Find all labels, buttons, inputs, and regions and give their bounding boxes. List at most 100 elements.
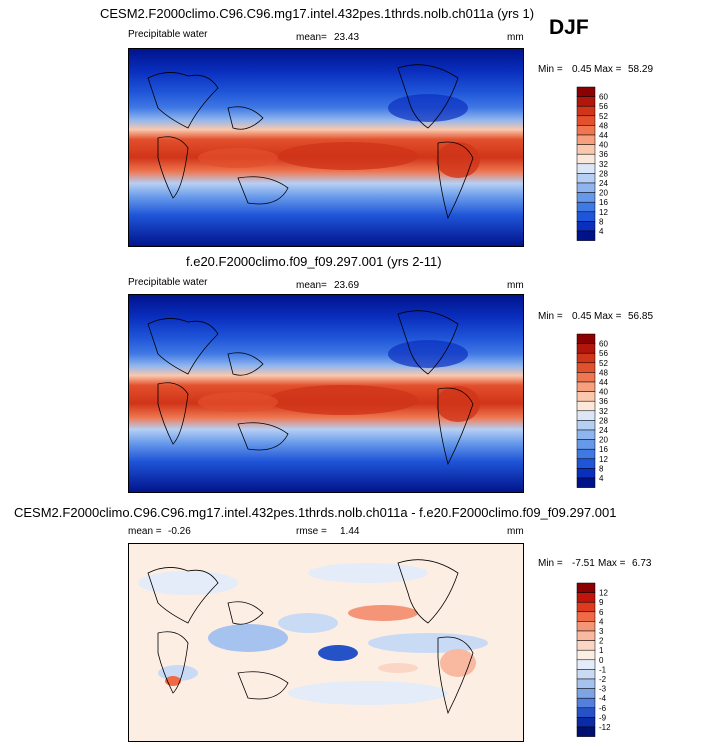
panel1-warm-pool [278, 142, 418, 170]
colorbar-tick-label: 60 [599, 340, 608, 349]
colorbar-box [576, 352, 596, 364]
panel3-map [128, 543, 524, 742]
colorbar-tick-label: -4 [599, 694, 607, 703]
colorbar-box [576, 669, 596, 680]
colorbar-tick-label: 12 [599, 589, 608, 598]
colorbar-tick-label: 52 [599, 359, 608, 368]
colorbar-box [576, 458, 596, 469]
colorbar-box [576, 96, 596, 107]
colorbar-tick-label: 20 [599, 189, 608, 198]
colorbar-box [576, 372, 596, 383]
colorbar-tick-label: 40 [599, 141, 608, 150]
colorbar-tick-label: 4 [599, 617, 604, 626]
colorbar-tick-label: 3 [599, 627, 604, 636]
colorbar-box [576, 611, 596, 622]
colorbar-tick-label: 0 [599, 656, 604, 665]
panel1-title: CESM2.F2000climo.C96.C96.mg17.intel.432p… [100, 6, 535, 21]
colorbar-box [576, 717, 596, 728]
colorbar-tick-label: -6 [599, 704, 607, 713]
colorbar-box [576, 144, 596, 155]
panel2-coastlines [147, 310, 474, 466]
colorbar-tick-label: 48 [599, 368, 608, 377]
colorbar-box [576, 134, 596, 145]
colorbar-tick-label: 12 [599, 208, 608, 217]
colorbar-tick-label: 16 [599, 198, 608, 207]
colorbar-tick-label: 1 [599, 646, 604, 655]
panel3-frame [128, 543, 524, 742]
colorbar-box [576, 678, 596, 689]
panel2-frame [128, 294, 524, 493]
panel2-title: f.e20.F2000climo.f09_f09.297.001 (yrs 2-… [186, 254, 442, 269]
panel1-mean-label: mean= [296, 32, 327, 43]
colorbar-box [576, 688, 596, 699]
panel3-rmse-value: 1.44 [340, 526, 360, 537]
colorbar-box [576, 400, 596, 412]
colorbar-box [576, 468, 596, 479]
panel1-map [128, 48, 524, 247]
colorbar-tick-label: 12 [599, 455, 608, 464]
panel3-min-value: -7.51 [572, 558, 595, 569]
colorbar-tick-label: 20 [599, 436, 608, 445]
colorbar-tick-label: 36 [599, 397, 608, 406]
colorbar-tick-label: 36 [599, 150, 608, 159]
panel3-coastlines [147, 559, 474, 715]
colorbar-tick-label: 8 [599, 464, 604, 473]
colorbar-tick-label: -1 [599, 665, 607, 674]
colorbar-tick-label: 24 [599, 426, 608, 435]
colorbar-box [576, 125, 596, 136]
colorbar-box [576, 726, 596, 737]
colorbar-box [576, 173, 596, 184]
colorbar-box [576, 362, 596, 373]
panel3-title: CESM2.F2000climo.C96.C96.mg17.intel.432p… [14, 505, 617, 520]
colorbar-box [576, 649, 596, 661]
panel3-units: mm [507, 526, 524, 537]
colorbar-box [576, 448, 596, 460]
colorbar-tick-label: 16 [599, 445, 608, 454]
colorbar-box [576, 192, 596, 203]
colorbar-box [576, 429, 596, 440]
panel2-amazon-band [436, 386, 480, 422]
panel1-units: mm [507, 32, 524, 43]
colorbar-tick-label: 56 [599, 102, 608, 111]
colorbar-tick-label: -12 [599, 723, 611, 732]
colorbar-box [576, 221, 596, 232]
colorbar-tick-label: 44 [599, 378, 608, 387]
panel2-map [128, 294, 524, 493]
colorbar-tick-label: -2 [599, 675, 607, 684]
season-label: DJF [549, 16, 589, 39]
panel2-warm-pool [268, 385, 418, 415]
colorbar-tick-label: -3 [599, 685, 607, 694]
panel1-amazon-band [436, 142, 480, 178]
panel2-indian-band [198, 392, 278, 412]
colorbar-tick-label: 56 [599, 349, 608, 358]
colorbar-tick-label: 32 [599, 407, 608, 416]
colorbar-box [576, 201, 596, 213]
panel3-mean-value: -0.26 [168, 526, 191, 537]
colorbar-box [576, 86, 596, 97]
colorbar-tick-label: 44 [599, 131, 608, 140]
colorbar-tick-label: 48 [599, 121, 608, 130]
panel2-dry-north [388, 340, 468, 368]
colorbar-box [576, 333, 596, 344]
panel2-max-value: 56.85 [628, 311, 654, 322]
colorbar-tick-label: 52 [599, 112, 608, 121]
colorbar-box [576, 182, 596, 193]
colorbar-tick-label: 2 [599, 637, 604, 646]
panel1-min-label: Min = [538, 64, 563, 75]
colorbar-tick-label: 4 [599, 227, 604, 236]
colorbar-box [576, 630, 596, 641]
panel1-variable: Precipitable water [128, 29, 208, 40]
colorbar-box [576, 391, 596, 402]
panel3-max-label: Max = [598, 558, 626, 569]
panel2-max-label: Max = [594, 311, 622, 322]
panel1-min-value: 0.45 [572, 64, 592, 75]
colorbar-box [576, 582, 596, 593]
panel1-dry-north [388, 94, 468, 122]
panel2-min-label: Min = [538, 311, 563, 322]
colorbar-tick-label: 9 [599, 598, 604, 607]
panel1-max-label: Max = [594, 64, 622, 75]
colorbar-tick-label: 28 [599, 416, 608, 425]
panel1-mean-value: 23.43 [334, 32, 360, 43]
